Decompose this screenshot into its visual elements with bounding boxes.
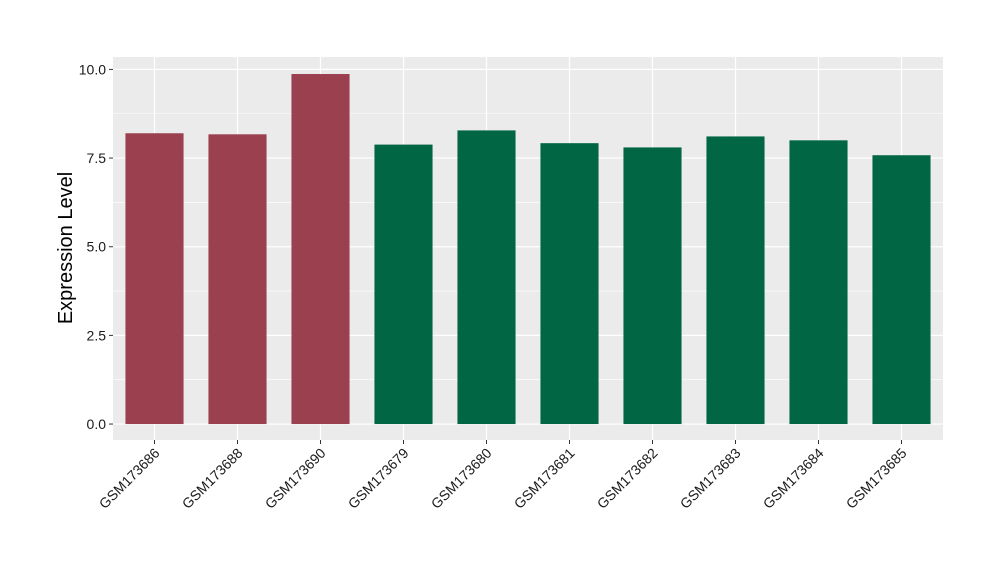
y-tick-label: 10.0: [79, 61, 106, 77]
y-axis-title: Expression Level: [55, 172, 77, 324]
y-axis: 0.0 2.5 5.0 7.5 10.0: [79, 61, 113, 432]
bar-GSM173682: [623, 147, 682, 425]
y-tick-label: 0.0: [87, 416, 107, 432]
bar-GSM173680: [457, 130, 516, 425]
y-tick-label: 7.5: [87, 150, 107, 166]
bar-GSM173688: [208, 134, 267, 425]
bar-GSM173684: [789, 140, 848, 425]
bars: [125, 74, 931, 425]
y-tick-label: 5.0: [87, 239, 107, 255]
bar-GSM173685: [872, 155, 931, 425]
y-tick-label: 2.5: [87, 327, 107, 343]
bar-GSM173681: [540, 143, 599, 425]
bar-GSM173686: [125, 133, 184, 425]
bar-GSM173690: [291, 74, 350, 425]
bar-GSM173679: [374, 144, 433, 425]
bar-GSM173683: [706, 136, 765, 425]
